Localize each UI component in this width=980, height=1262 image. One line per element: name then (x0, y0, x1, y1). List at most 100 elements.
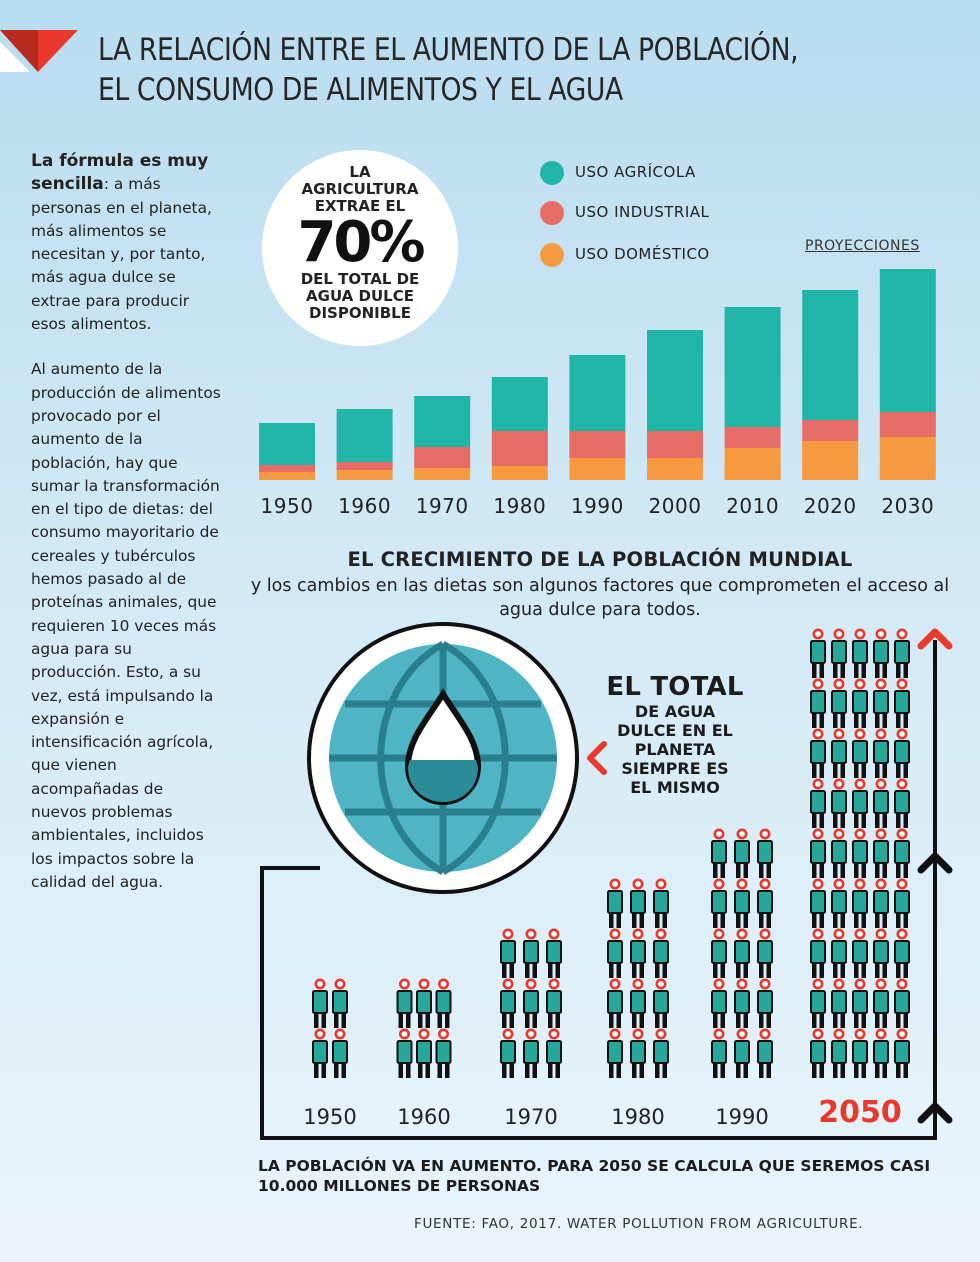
bar-2030-uso-doméstico (879, 437, 936, 480)
population-bottom-text: LA POBLACIÓN VA EN AUMENTO. PARA 2050 SE… (258, 1157, 931, 1195)
person-icon (332, 1028, 348, 1078)
x-tick-label-2020: 2020 (804, 494, 857, 518)
person-icon (831, 978, 847, 1028)
bar-2030-uso-industrial (879, 412, 936, 437)
chevron-left-icon (587, 741, 607, 775)
person-icon (873, 1028, 889, 1078)
bar-1960-uso-agrícola (336, 409, 393, 462)
legend-dot-agricola (540, 161, 564, 185)
bar-2000-uso-industrial (647, 431, 703, 458)
person-icon (831, 1028, 847, 1078)
source-note: FUENTE: FAO, 2017. WATER POLLUTION FROM … (414, 1216, 864, 1232)
person-icon (734, 828, 750, 878)
person-icon (810, 678, 826, 728)
person-icon (396, 1028, 413, 1078)
bar-1990-uso-agrícola (569, 355, 626, 431)
person-icon (734, 878, 750, 928)
person-icon (546, 928, 562, 978)
bar-1990-uso-industrial (569, 431, 626, 458)
person-icon (894, 678, 910, 728)
bar-1980-uso-industrial (491, 431, 548, 466)
bar-1950-uso-agrícola (259, 423, 315, 465)
sidebar-text: La fórmula es muy sencilla: a más person… (31, 150, 221, 894)
person-icon (852, 1028, 868, 1078)
person-icon (523, 1028, 539, 1078)
person-icon (894, 828, 910, 878)
person-icon (435, 978, 452, 1028)
legend-dot-industrial (540, 201, 564, 225)
person-icon (416, 978, 432, 1028)
pictograph-year-2050: 2050 (818, 1095, 902, 1130)
person-icon (653, 978, 669, 1028)
legend-dot-domestico (540, 243, 564, 267)
population-subheading: y los cambios en las dietas son algunos … (250, 576, 950, 620)
legend-label-industrial: USO INDUSTRIAL (575, 203, 710, 221)
constant-water-text: EL TOTAL DE AGUA DULCE EN EL PLANETA SIE… (590, 672, 760, 797)
sidebar-para2: Al aumento de la producción de alimentos… (31, 360, 221, 891)
person-icon (734, 928, 750, 978)
person-icon (500, 928, 516, 978)
projections-label: PROYECCIONES (805, 238, 920, 254)
bar-1980-uso-doméstico (491, 466, 548, 480)
person-icon (873, 928, 889, 978)
pictograph-year-1970: 1970 (504, 1105, 557, 1129)
population-pictograph: 1950 1960 1970 1980 1990 2050 (260, 622, 953, 1140)
person-icon (711, 928, 727, 978)
bar-1970-uso-doméstico (414, 468, 471, 480)
person-icon (852, 878, 868, 928)
page-title-line2: EL CONSUMO DE ALIMENTOS Y EL AGUA (98, 72, 623, 108)
page-title: LA RELACIÓN ENTRE EL AUMENTO DE LA POBLA… (98, 30, 838, 110)
arrow-up-icon-top (917, 628, 953, 650)
x-tick-label-2030: 2030 (881, 494, 934, 518)
connector-line (260, 640, 937, 1140)
constant-water-big: EL TOTAL (606, 672, 744, 702)
x-tick-label-2000: 2000 (649, 494, 702, 518)
person-icon (607, 928, 623, 978)
x-tick-label-1980: 1980 (493, 494, 546, 518)
person-icon (630, 1028, 646, 1078)
person-icon (894, 778, 910, 828)
x-tick-label-1950: 1950 (261, 494, 314, 518)
person-icon (852, 978, 868, 1028)
arrow-up-icon-middle (917, 852, 953, 874)
person-icon (757, 978, 773, 1028)
person-icon (894, 878, 910, 928)
person-icon (831, 778, 847, 828)
bar-2030-uso-agrícola (879, 269, 936, 412)
person-icon (831, 928, 847, 978)
bar-2010-uso-agrícola (724, 307, 781, 427)
sidebar-para1-body: a más personas en el planeta, más alimen… (31, 175, 212, 334)
person-icon (831, 728, 847, 778)
person-icon (810, 1028, 826, 1078)
bar-2010-uso-industrial (724, 427, 781, 448)
person-icon (757, 828, 773, 878)
person-icon (734, 978, 750, 1028)
person-icon (500, 978, 516, 1028)
bar-1950-uso-industrial (259, 465, 315, 472)
person-icon (810, 978, 826, 1028)
person-icon (630, 978, 646, 1028)
person-icon (653, 878, 669, 928)
person-icon (500, 1028, 516, 1078)
bar-1960-uso-doméstico (336, 470, 393, 480)
person-icon (873, 878, 889, 928)
highlight-pre: LA AGRICULTURA EXTRAE EL (301, 163, 419, 215)
bar-2000-uso-doméstico (647, 458, 703, 480)
bar-2020-uso-agrícola (802, 290, 859, 420)
person-icon (435, 1028, 452, 1078)
person-icon (810, 878, 826, 928)
bar-1970-uso-agrícola (414, 396, 471, 447)
person-icon (711, 978, 727, 1028)
population-heading: EL CRECIMIENTO DE LA POBLACIÓN MUNDIAL (347, 548, 853, 571)
person-icon (894, 978, 910, 1028)
person-icon (894, 928, 910, 978)
person-icon (523, 978, 539, 1028)
person-icon (873, 728, 889, 778)
bar-2010-uso-doméstico (724, 448, 781, 480)
person-icon (873, 778, 889, 828)
bar-2020-uso-industrial (802, 420, 859, 441)
person-icon (810, 928, 826, 978)
person-icon (757, 928, 773, 978)
x-tick-label-2010: 2010 (726, 494, 779, 518)
person-icon (546, 1028, 562, 1078)
